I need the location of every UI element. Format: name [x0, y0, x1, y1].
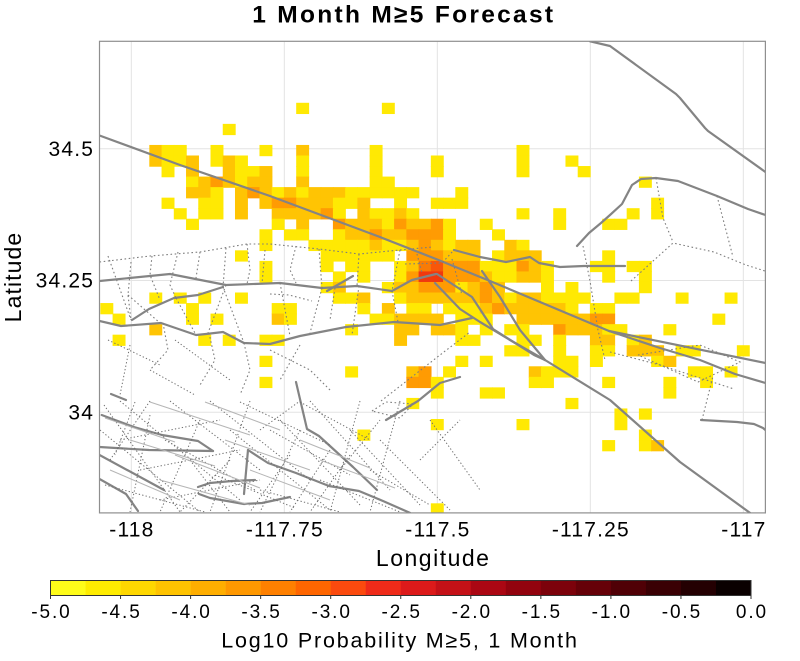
svg-text:Longitude: Longitude: [376, 545, 491, 571]
svg-text:Log10 Probability M≥5, 1 Month: Log10 Probability M≥5, 1 Month: [221, 629, 578, 653]
svg-text:-1.0: -1.0: [592, 602, 632, 623]
svg-text:-117.25: -117.25: [552, 519, 630, 542]
svg-text:-4.5: -4.5: [101, 602, 141, 623]
svg-text:0.0: 0.0: [736, 602, 768, 623]
svg-text:-4.0: -4.0: [171, 602, 211, 623]
svg-text:-117.5: -117.5: [405, 519, 470, 542]
svg-text:1 Month M≥5 Forecast: 1 Month M≥5 Forecast: [252, 2, 555, 29]
svg-text:-117.75: -117.75: [246, 519, 324, 542]
svg-text:-0.5: -0.5: [662, 602, 702, 623]
svg-text:-117: -117: [721, 519, 766, 542]
svg-text:-118: -118: [109, 519, 154, 542]
svg-text:-5.0: -5.0: [31, 602, 71, 623]
svg-text:-1.5: -1.5: [522, 602, 562, 623]
svg-text:Latitude: Latitude: [0, 232, 26, 323]
svg-text:-2.0: -2.0: [452, 602, 492, 623]
svg-text:-2.5: -2.5: [382, 602, 422, 623]
svg-text:34.5: 34.5: [49, 138, 95, 161]
svg-text:-3.5: -3.5: [241, 602, 281, 623]
svg-text:34: 34: [68, 401, 94, 424]
svg-text:34.25: 34.25: [36, 270, 95, 293]
svg-text:-3.0: -3.0: [311, 602, 351, 623]
